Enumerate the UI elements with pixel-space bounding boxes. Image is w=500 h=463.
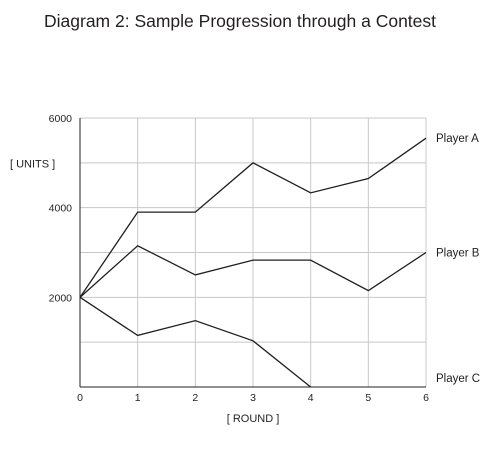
x-tick-label: 3 bbox=[250, 392, 256, 404]
y-tick-label: 6000 bbox=[49, 113, 73, 125]
labels: 0 1 2 3 4 5 6 2000 4000 6000 [ ROUND ] [ UNITS ] Pla… bbox=[10, 113, 480, 425]
y-tick-label: 4000 bbox=[49, 203, 73, 215]
x-axis-label: [ ROUND ] bbox=[227, 413, 280, 425]
x-tick-label: 0 bbox=[77, 392, 83, 404]
grid bbox=[80, 118, 426, 387]
series-label-2: Player B bbox=[436, 248, 480, 260]
series-label-1: Player A bbox=[436, 133, 479, 145]
series-label-3: Player C bbox=[436, 373, 480, 385]
y-axis-label: [ UNITS ] bbox=[10, 158, 55, 170]
x-tick-label: 4 bbox=[308, 392, 314, 404]
x-tick-label: 1 bbox=[135, 392, 141, 404]
y-tick-label: 2000 bbox=[49, 292, 73, 304]
x-tick-label: 6 bbox=[423, 392, 429, 404]
x-tick-label: 2 bbox=[192, 392, 198, 404]
x-tick-label: 5 bbox=[365, 392, 371, 404]
